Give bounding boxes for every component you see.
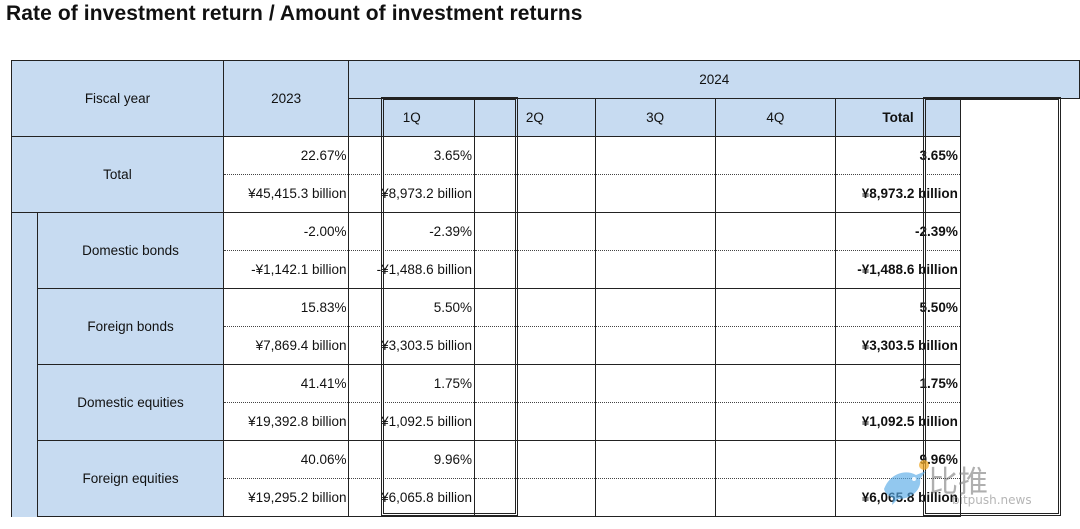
cell-total-amount: ¥8,973.2 billion [835, 174, 961, 213]
cell-q2-amount [473, 326, 596, 365]
row-label-domestic-equities: Domestic equities [37, 364, 224, 441]
cell-2023-rate: 15.83% [222, 288, 350, 327]
cell-q4-rate [714, 440, 837, 479]
cell-q3-amount [594, 326, 716, 365]
cell-q1-amount: ¥1,092.5 billion [348, 402, 475, 441]
cell-q3-rate [594, 288, 716, 327]
q1-header: 1Q [348, 98, 475, 137]
table-row: Domestic bonds -2.00% -2.39% -2.39% [10, 212, 1080, 517]
q3-header: 3Q [594, 98, 716, 137]
table-row: ¥45,415.3 billion ¥8,973.2 billion ¥8,97… [12, 174, 1080, 213]
cell-q1-amount: ¥8,973.2 billion [348, 174, 475, 213]
row-label-foreign-bonds: Foreign bonds [37, 288, 224, 365]
cell-q3-rate [594, 212, 716, 251]
cell-q3-rate [594, 136, 716, 175]
cell-q1-amount: -¥1,488.6 billion [348, 250, 475, 289]
table-row: Foreign equities 40.06% 9.96% 9.96% [12, 440, 1080, 517]
table-row: Domestic equities 41.41% 1.75% 1.75% [12, 364, 1080, 441]
cell-q1-rate: 3.65% [348, 136, 475, 175]
cell-q3-amount [594, 478, 716, 517]
cell-total-rate: 9.96% [835, 440, 961, 479]
table-row: ¥7,869.4 billion ¥3,303.5 billion ¥3,303… [12, 326, 1080, 365]
header-row-quarters: 1Q 2Q 3Q 4Q Total [12, 98, 1080, 137]
cell-q2-rate [473, 440, 596, 479]
row-label-foreign-equities: Foreign equities [37, 440, 224, 517]
cell-2023-amount: ¥7,869.4 billion [222, 326, 350, 365]
cell-q4-rate [714, 136, 837, 175]
cell-q3-rate [594, 364, 716, 403]
cell-q3-amount [594, 174, 716, 213]
cell-total-amount: -¥1,488.6 billion [835, 250, 961, 289]
q4-header: 4Q [714, 98, 837, 137]
cell-q4-amount [714, 250, 837, 289]
cell-2023-amount: ¥19,295.2 billion [222, 478, 350, 517]
table-row: ¥19,392.8 billion ¥1,092.5 billion ¥1,09… [12, 402, 1080, 441]
cell-q4-rate [714, 288, 837, 327]
cell-total-amount: ¥3,303.5 billion [835, 326, 961, 365]
cell-q1-rate: 9.96% [348, 440, 475, 479]
cell-q3-amount [594, 250, 716, 289]
year-2023-header: 2023 [222, 60, 350, 137]
returns-table-wrapper: Fiscal year 2023 2024 1Q 2Q 3Q 4Q Total … [10, 60, 1080, 517]
cell-total-amount: ¥1,092.5 billion [835, 402, 961, 441]
cell-q4-amount [714, 478, 837, 517]
page-title: Rate of investment return / Amount of in… [6, 2, 583, 25]
cell-q2-rate [473, 364, 596, 403]
cell-q1-rate: -2.39% [348, 212, 475, 251]
cell-2023-amount: ¥45,415.3 billion [222, 174, 350, 213]
cell-q2-amount [473, 174, 596, 213]
cell-q2-rate [473, 288, 596, 327]
cell-q3-rate [594, 440, 716, 479]
year-2024-header: 2024 [348, 60, 1080, 99]
cell-2023-amount: -¥1,142.1 billion [222, 250, 350, 289]
cell-2023-rate: -2.00% [222, 212, 350, 251]
cell-2023-rate: 40.06% [222, 440, 350, 479]
row-label-total: Total [11, 136, 224, 213]
cell-q4-rate [714, 212, 837, 251]
header-row-years: Fiscal year 2023 2024 [11, 60, 1080, 137]
cell-total-rate: -2.39% [835, 212, 961, 251]
cell-q1-amount: ¥6,065.8 billion [348, 478, 475, 517]
cell-q2-amount [473, 250, 596, 289]
cell-total-rate: 3.65% [835, 136, 961, 175]
cell-q1-amount: ¥3,303.5 billion [348, 326, 475, 365]
cell-q2-rate [473, 136, 596, 175]
table-row: Total 22.67% 3.65% 3.65% [11, 136, 1080, 213]
cell-q4-amount [714, 174, 837, 213]
table-row: ¥19,295.2 billion ¥6,065.8 billion ¥6,06… [12, 478, 1080, 517]
cell-total-amount: ¥6,065.8 billion [835, 478, 961, 517]
cell-q4-rate [714, 364, 837, 403]
cell-q4-amount [714, 326, 837, 365]
indent-column [10, 212, 39, 517]
cell-2023-amount: ¥19,392.8 billion [222, 402, 350, 441]
cell-2023-rate: 41.41% [222, 364, 350, 403]
q2-header: 2Q [473, 98, 596, 137]
fiscal-year-header: Fiscal year [11, 60, 224, 137]
cell-q4-amount [714, 402, 837, 441]
cell-q2-rate [473, 212, 596, 251]
cell-q2-amount [473, 478, 596, 517]
cell-total-rate: 1.75% [835, 364, 961, 403]
cell-q3-amount [594, 402, 716, 441]
cell-q1-rate: 5.50% [348, 288, 475, 327]
cell-q2-amount [473, 402, 596, 441]
cell-total-rate: 5.50% [835, 288, 961, 327]
cell-q1-rate: 1.75% [348, 364, 475, 403]
total-header: Total [835, 98, 961, 137]
cell-2023-rate: 22.67% [222, 136, 350, 175]
table-row: Foreign bonds 15.83% 5.50% 5.50% [12, 288, 1080, 365]
returns-table: Fiscal year 2023 2024 1Q 2Q 3Q 4Q Total … [10, 60, 1080, 517]
row-label-domestic-bonds: Domestic bonds [37, 212, 224, 289]
